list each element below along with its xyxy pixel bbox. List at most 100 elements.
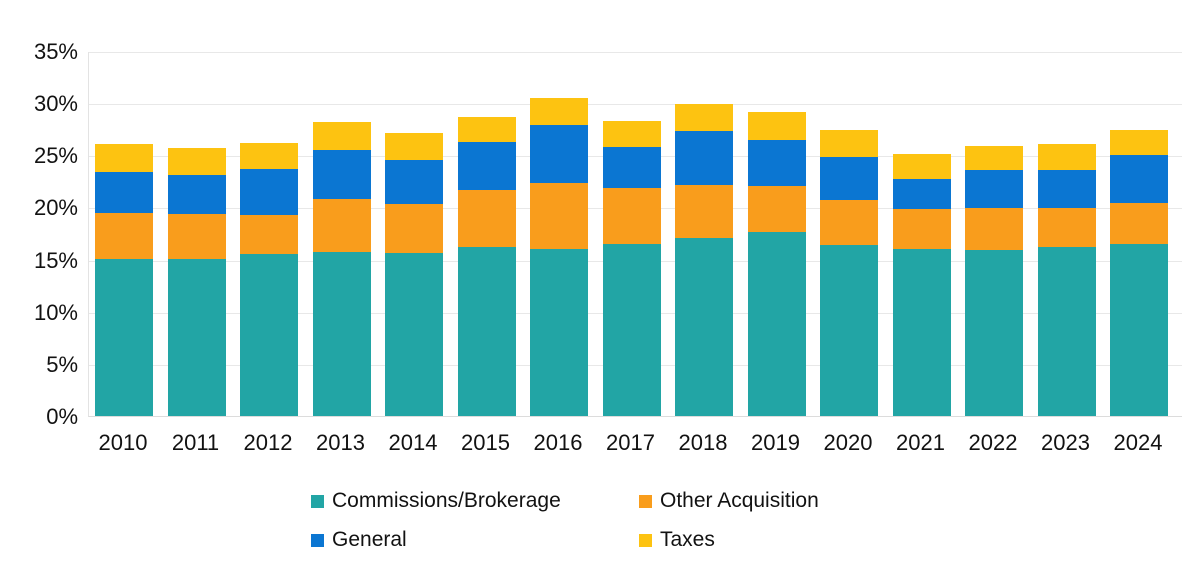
bar-segment <box>965 145 1023 170</box>
x-tick-label: 2015 <box>461 430 510 455</box>
bar-2022 <box>965 145 1023 416</box>
x-tick-label: 2019 <box>751 430 800 455</box>
legend-label: Commissions/Brokerage <box>332 489 561 512</box>
bar-2015 <box>457 116 516 416</box>
gridline <box>89 52 1182 53</box>
bar-segment <box>167 258 226 416</box>
x-tick-label: 2012 <box>243 430 293 455</box>
x-tick-label: 2017 <box>606 430 655 455</box>
bar-segment <box>240 168 298 215</box>
bar-segment <box>312 150 371 200</box>
bar-segment <box>1110 130 1168 156</box>
x-tick-label: 2018 <box>678 430 728 455</box>
bar-segment <box>892 208 951 250</box>
bar-segment <box>675 237 733 416</box>
bar-segment <box>675 104 733 132</box>
bar-segment <box>675 184 733 238</box>
x-tick-label: 2023 <box>1041 430 1090 455</box>
y-tick-label: 5% <box>46 351 78 377</box>
legend-item: Other Acquisition <box>639 489 819 513</box>
bar-2016 <box>530 97 588 416</box>
legend-label: Other Acquisition <box>660 489 819 512</box>
bar-segment <box>820 244 878 416</box>
bar-segment <box>312 121 371 151</box>
legend-swatch <box>639 494 652 508</box>
legend-label: Taxes <box>660 528 715 551</box>
bar-segment <box>167 148 226 176</box>
gridline <box>89 104 1182 106</box>
bar-segment <box>747 185 806 233</box>
bar-segment <box>95 258 153 416</box>
bar-segment <box>965 250 1023 416</box>
bar-segment <box>385 159 443 205</box>
bar-2023 <box>1037 143 1096 416</box>
bar-2020 <box>820 130 878 416</box>
plot-area <box>88 52 1182 417</box>
legend-label: General <box>332 528 407 551</box>
bar-segment <box>95 172 153 213</box>
bar-segment <box>457 141 516 190</box>
bar-segment <box>385 133 443 160</box>
y-tick-label: 20% <box>33 195 78 221</box>
bar-segment <box>167 175 226 214</box>
bar-segment <box>95 212 153 259</box>
bar-2018 <box>675 104 733 416</box>
bar-segment <box>240 142 298 169</box>
bar-segment <box>675 131 733 185</box>
x-tick-label: 2021 <box>896 430 945 455</box>
bar-segment <box>820 130 878 158</box>
bar-2014 <box>385 133 443 416</box>
bar-2011 <box>167 148 226 416</box>
x-tick-label: 2020 <box>823 430 873 455</box>
y-tick-label: 0% <box>46 404 78 429</box>
bar-segment <box>167 213 226 259</box>
bar-segment <box>747 139 806 186</box>
bar-segment <box>312 199 371 253</box>
bar-segment <box>892 154 951 180</box>
bar-segment <box>240 254 298 416</box>
bar-segment <box>312 252 371 416</box>
y-tick-label: 25% <box>33 143 78 169</box>
bar-segment <box>240 214 298 255</box>
bar-segment <box>602 120 661 147</box>
x-tick-label: 2022 <box>968 430 1018 455</box>
bar-segment <box>1110 203 1168 244</box>
bar-segment <box>602 187 661 244</box>
x-tick-label: 2014 <box>388 430 438 455</box>
y-tick-label: 30% <box>33 91 78 117</box>
bar-segment <box>457 116 516 142</box>
y-tick-label: 35% <box>33 39 78 64</box>
bar-segment <box>820 200 878 245</box>
legend-swatch <box>311 533 324 547</box>
bar-segment <box>385 253 443 416</box>
x-tick-label: 2010 <box>98 430 148 455</box>
legend-item: Taxes <box>639 528 715 552</box>
bar-2021 <box>892 154 951 416</box>
bar-segment <box>1037 247 1096 416</box>
bar-2017 <box>602 120 661 416</box>
bar-segment <box>530 249 588 416</box>
bar-segment <box>892 179 951 209</box>
bar-2019 <box>747 111 806 416</box>
bar-segment <box>965 169 1023 209</box>
bar-segment <box>1037 143 1096 170</box>
bar-segment <box>1037 169 1096 209</box>
legend-item: General <box>311 528 407 552</box>
x-tick-label: 2016 <box>533 430 583 455</box>
bar-segment <box>602 146 661 188</box>
bar-segment <box>1110 155 1168 204</box>
bar-2010 <box>95 143 153 416</box>
legend-item: Commissions/Brokerage <box>311 489 561 513</box>
bar-segment <box>457 189 516 248</box>
y-tick-label: 15% <box>33 247 78 273</box>
bar-segment <box>530 97 588 126</box>
bar-segment <box>95 143 153 172</box>
x-tick-label: 2024 <box>1113 430 1163 455</box>
bar-segment <box>747 111 806 140</box>
bar-segment <box>965 208 1023 251</box>
legend-swatch <box>639 533 652 547</box>
bar-segment <box>530 125 588 184</box>
legend-swatch <box>311 494 324 508</box>
x-tick-label: 2013 <box>316 430 365 455</box>
